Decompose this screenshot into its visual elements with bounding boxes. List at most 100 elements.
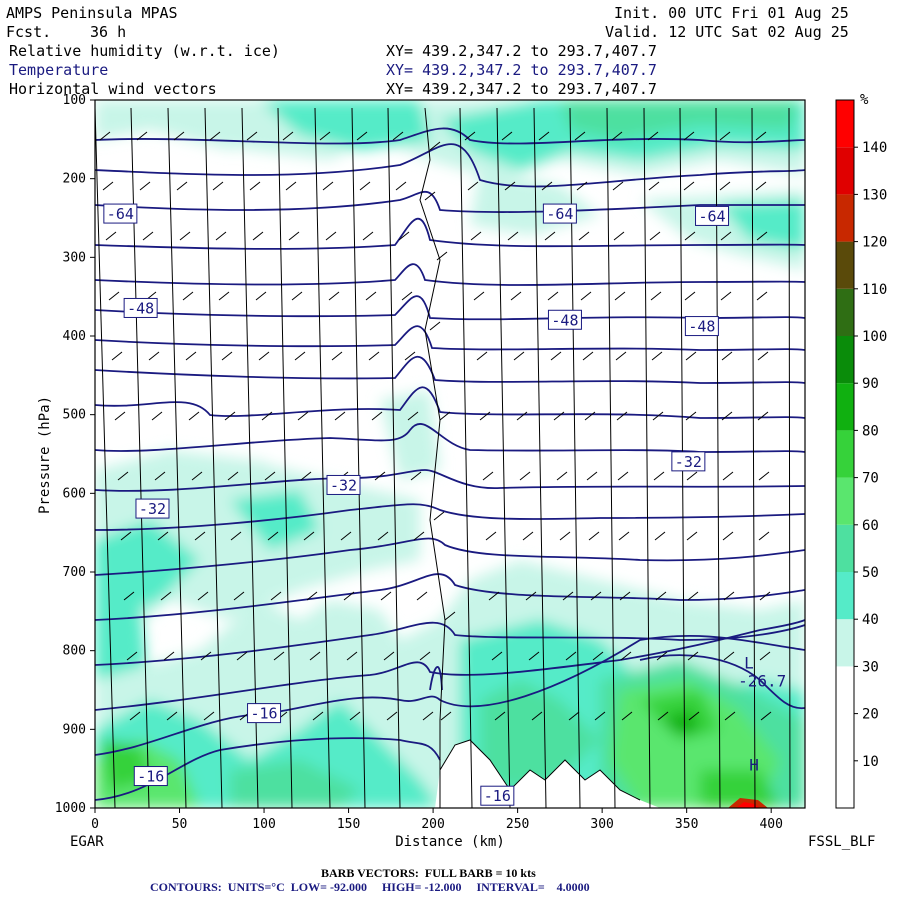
- rh-colorbar: 10 20 30 40 50 60 70 80 90 100 110 120 130 140: [835, 99, 887, 809]
- y-tick-label: 700: [63, 565, 86, 580]
- colorbar-segment: [836, 194, 854, 242]
- colorbar-tick-label: 70: [862, 471, 879, 487]
- colorbar-tick-label: 90: [862, 376, 879, 392]
- colorbar-tick-label: 120: [862, 235, 887, 251]
- svg-text:-16: -16: [484, 787, 511, 805]
- colorbar-segment: [836, 383, 854, 431]
- model-title: AMPS Peninsula MPAS: [6, 4, 178, 22]
- valid-time: Valid. 12 UTC Sat 02 Aug 25: [605, 23, 849, 41]
- y-tick-label: 200: [63, 172, 86, 187]
- colorbar-segment: [836, 288, 854, 336]
- colorbar-unit: %: [860, 92, 869, 108]
- svg-text:-32: -32: [139, 500, 166, 518]
- svg-text:-64: -64: [698, 207, 725, 225]
- xy-line-1: XY= 439.2,347.2 to 293.7,407.7: [386, 42, 657, 60]
- y-tick-label: 900: [63, 722, 86, 737]
- colorbar-segment: [836, 147, 854, 195]
- x-tick-label: 50: [172, 817, 188, 832]
- colorbar-segment: [836, 336, 854, 384]
- colorbar-tick-label: 20: [862, 707, 879, 723]
- contour-label: -64: [695, 205, 730, 226]
- y-axis: 100 200 300 400 500 600 700 800 900 1000: [55, 93, 95, 816]
- svg-text:-32: -32: [330, 476, 357, 494]
- barb-vectors-note: BARB VECTORS: FULL BARB = 10 kts: [321, 866, 536, 880]
- colorbar-segment: [836, 666, 854, 714]
- svg-text:-48: -48: [127, 299, 154, 317]
- contour-label: -32: [326, 474, 361, 495]
- colorbar-tick-label: 40: [862, 612, 879, 628]
- colorbar-tick-label: 100: [862, 329, 887, 345]
- svg-text:-64: -64: [107, 205, 134, 223]
- x-tick-label: 200: [421, 817, 444, 832]
- y-tick-label: 100: [63, 93, 86, 108]
- contour-label: -32: [135, 498, 170, 519]
- contours-note: CONTOURS: UNITS=°C LOW= -92.000 HIGH= -1…: [150, 880, 590, 894]
- colorbar-tick-label: 80: [862, 423, 879, 439]
- colorbar-segment: [836, 241, 854, 289]
- svg-text:-48: -48: [688, 318, 715, 336]
- colorbar-segment: [836, 713, 854, 761]
- x-tick-label: 400: [759, 817, 782, 832]
- svg-text:-16: -16: [137, 768, 164, 786]
- left-station-label: EGAR: [70, 834, 104, 850]
- x-tick-label: 300: [590, 817, 613, 832]
- field-rh-title: Relative humidity (w.r.t. ice): [9, 42, 280, 60]
- contour-label: -48: [684, 316, 719, 337]
- svg-text:L: L: [744, 653, 754, 672]
- contour-label: -64: [542, 203, 577, 224]
- colorbar-segment: [836, 100, 854, 148]
- field-temperature-title: Temperature: [9, 61, 109, 79]
- contour-label: -32: [671, 451, 706, 472]
- extrema-markers: L-26.7 H: [738, 653, 786, 774]
- forecast-label: Fcst.: [6, 23, 52, 41]
- extremum-marker: H: [749, 756, 759, 775]
- contour-label: -48: [123, 297, 158, 318]
- colorbar-tick-label: 50: [862, 565, 879, 581]
- y-tick-label: 800: [63, 644, 86, 659]
- extremum-marker: L-26.7: [738, 653, 786, 690]
- right-station-label: FSSL_BLF: [808, 834, 875, 850]
- init-time: Init. 00 UTC Fri 01 Aug 25: [614, 4, 849, 22]
- colorbar-tick-label: 140: [862, 140, 887, 156]
- y-axis-title: Pressure (hPa): [37, 396, 53, 514]
- x-axis: 0 50 100 150 200 250 300 350 400: [91, 808, 783, 832]
- svg-text:-64: -64: [546, 205, 573, 223]
- svg-text:-16: -16: [251, 705, 278, 723]
- colorbar-segment: [836, 572, 854, 620]
- x-tick-label: 350: [675, 817, 698, 832]
- colorbar-segment: [836, 477, 854, 525]
- colorbar-segment: [836, 619, 854, 667]
- contour-label: -48: [547, 309, 582, 330]
- y-tick-label: 1000: [55, 801, 86, 816]
- contour-label: -64: [103, 203, 138, 224]
- x-tick-label: 250: [506, 817, 529, 832]
- contour-label: -16: [133, 766, 168, 787]
- colorbar-segment: [836, 524, 854, 572]
- x-tick-label: 100: [252, 817, 275, 832]
- svg-text:-48: -48: [551, 311, 578, 329]
- y-tick-label: 400: [63, 329, 86, 344]
- x-axis-title: Distance (km): [395, 834, 505, 850]
- temperature-contours: [95, 127, 805, 801]
- x-tick-label: 150: [337, 817, 360, 832]
- forecast-hour: 36 h: [90, 23, 127, 41]
- y-tick-label: 600: [63, 486, 86, 501]
- field-wind-title: Horizontal wind vectors: [9, 80, 217, 98]
- colorbar-tick-label: 130: [862, 187, 887, 203]
- xy-line-3: XY= 439.2,347.2 to 293.7,407.7: [386, 80, 657, 98]
- colorbar-segment: [836, 760, 854, 808]
- contour-label: -16: [480, 785, 515, 806]
- colorbar-tick-label: 10: [862, 754, 879, 770]
- y-tick-label: 300: [63, 250, 86, 265]
- xy-line-2: XY= 439.2,347.2 to 293.7,407.7: [386, 61, 657, 79]
- plot-frame: [94, 99, 806, 809]
- colorbar-tick-label: 30: [862, 659, 879, 675]
- svg-text:-26.7: -26.7: [738, 671, 786, 690]
- colorbar-tick-label: 110: [862, 282, 887, 298]
- colorbar-segment: [836, 430, 854, 478]
- svg-text:-32: -32: [675, 453, 702, 471]
- colorbar-tick-label: 60: [862, 518, 879, 534]
- contour-labels: -64 -64 -64 -48 -48 -48 -32 -32 -32 -16 -16 -16: [103, 203, 730, 806]
- colorbar-frame: [835, 99, 855, 809]
